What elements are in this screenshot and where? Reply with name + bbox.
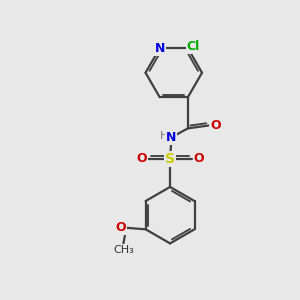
Text: O: O: [115, 221, 126, 234]
Text: H: H: [160, 131, 168, 141]
Text: O: O: [210, 119, 220, 132]
Text: O: O: [194, 152, 204, 165]
Text: Cl: Cl: [187, 40, 200, 53]
Text: N: N: [154, 42, 165, 55]
Text: CH₃: CH₃: [113, 244, 134, 254]
Text: O: O: [136, 152, 146, 165]
Text: N: N: [166, 131, 176, 144]
Text: S: S: [165, 152, 175, 166]
